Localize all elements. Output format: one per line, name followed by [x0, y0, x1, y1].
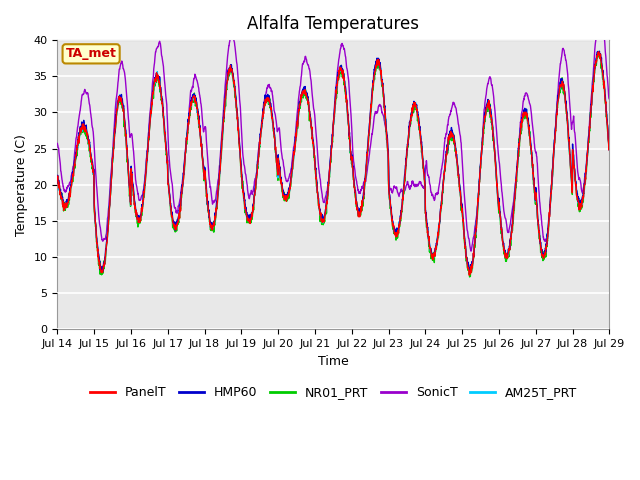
HMP60 — [361, 179, 369, 184]
AM25T_PRT — [572, 182, 580, 188]
AM25T_PRT — [494, 193, 502, 199]
AM25T_PRT — [595, 48, 603, 54]
SonicT — [467, 248, 475, 254]
AM25T_PRT — [349, 170, 357, 176]
PanelT — [605, 146, 613, 152]
AM25T_PRT — [361, 179, 369, 184]
SonicT — [54, 141, 61, 146]
PanelT — [557, 82, 564, 88]
NR01_PRT — [361, 178, 369, 184]
NR01_PRT — [572, 183, 580, 189]
AM25T_PRT — [605, 145, 613, 151]
Legend: PanelT, HMP60, NR01_PRT, SonicT, AM25T_PRT: PanelT, HMP60, NR01_PRT, SonicT, AM25T_P… — [84, 381, 582, 404]
AM25T_PRT — [557, 80, 564, 85]
NR01_PRT — [349, 167, 357, 172]
SonicT — [361, 177, 369, 183]
NR01_PRT — [594, 49, 602, 55]
Line: NR01_PRT: NR01_PRT — [58, 52, 609, 277]
Y-axis label: Temperature (C): Temperature (C) — [15, 134, 28, 236]
NR01_PRT — [494, 196, 502, 202]
SonicT — [557, 61, 564, 67]
HMP60 — [494, 193, 502, 199]
AM25T_PRT — [54, 174, 61, 180]
HMP60 — [572, 179, 580, 184]
HMP60 — [207, 223, 215, 229]
NR01_PRT — [54, 175, 61, 181]
PanelT — [54, 177, 61, 182]
SonicT — [207, 191, 215, 197]
AM25T_PRT — [207, 222, 215, 228]
SonicT — [572, 144, 580, 150]
AM25T_PRT — [465, 270, 473, 276]
Line: HMP60: HMP60 — [58, 51, 609, 272]
Line: SonicT: SonicT — [58, 20, 609, 251]
Text: TA_met: TA_met — [66, 48, 116, 60]
PanelT — [361, 179, 369, 184]
PanelT — [465, 272, 473, 278]
X-axis label: Time: Time — [318, 355, 349, 368]
NR01_PRT — [557, 84, 564, 90]
HMP60 — [54, 175, 61, 180]
HMP60 — [605, 147, 613, 153]
HMP60 — [349, 165, 357, 170]
PanelT — [595, 49, 602, 55]
PanelT — [349, 167, 357, 172]
HMP60 — [596, 48, 604, 54]
PanelT — [572, 181, 580, 187]
Line: AM25T_PRT: AM25T_PRT — [58, 51, 609, 273]
HMP60 — [557, 78, 564, 84]
NR01_PRT — [605, 145, 613, 151]
Line: PanelT: PanelT — [58, 52, 609, 275]
PanelT — [494, 192, 502, 197]
SonicT — [494, 143, 502, 149]
SonicT — [349, 152, 357, 157]
SonicT — [605, 96, 613, 102]
PanelT — [207, 222, 215, 228]
NR01_PRT — [207, 228, 215, 233]
Title: Alfalfa Temperatures: Alfalfa Temperatures — [248, 15, 419, 33]
NR01_PRT — [466, 274, 474, 280]
SonicT — [596, 17, 604, 23]
HMP60 — [467, 269, 474, 275]
